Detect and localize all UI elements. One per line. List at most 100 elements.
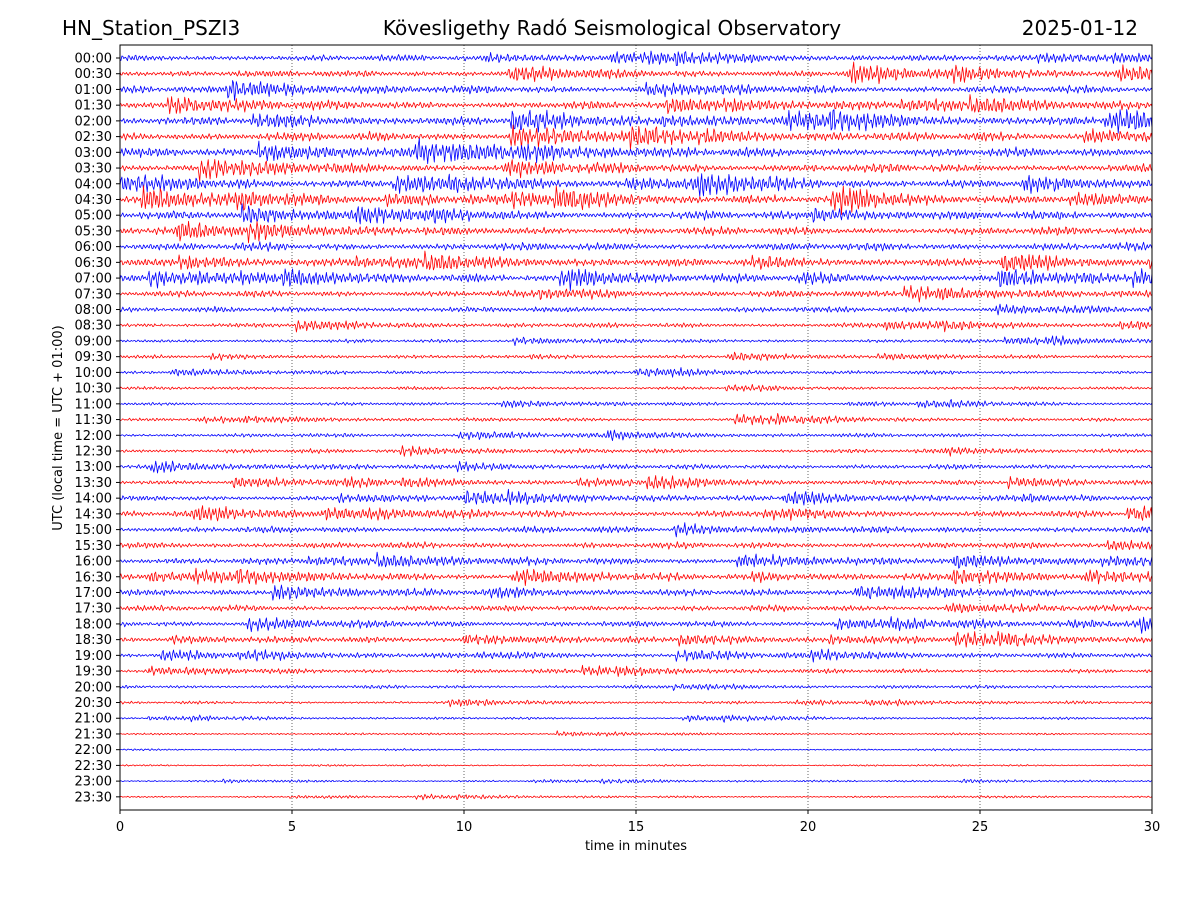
trace-23:30 <box>119 793 1153 801</box>
y-tick-label-14:30: 14:30 <box>75 507 112 522</box>
trace-09:00 <box>119 335 1153 347</box>
station-name: HN_Station_PSZI3 <box>62 16 241 40</box>
y-tick-label-19:30: 19:30 <box>75 665 112 680</box>
trace-11:00 <box>119 398 1153 409</box>
y-tick-label-00:00: 00:00 <box>75 52 112 67</box>
y-tick-label-18:00: 18:00 <box>75 617 112 632</box>
trace-01:00 <box>119 80 1153 101</box>
y-tick-label-16:00: 16:00 <box>75 555 112 570</box>
trace-22:00 <box>119 748 1153 752</box>
trace-02:00 <box>120 109 1153 134</box>
trace-18:30 <box>119 630 1153 648</box>
y-tick-label-23:30: 23:30 <box>75 790 112 805</box>
trace-05:30 <box>120 220 1153 244</box>
y-tick-label-00:30: 00:30 <box>75 67 112 82</box>
y-tick-label-10:00: 10:00 <box>75 366 112 381</box>
x-tick-label-30: 30 <box>1144 820 1161 835</box>
seismic-traces <box>119 50 1153 801</box>
x-tick-label-20: 20 <box>800 820 817 835</box>
trace-18:00 <box>119 616 1153 634</box>
y-tick-label-03:30: 03:30 <box>75 162 112 177</box>
trace-16:00 <box>119 551 1153 569</box>
y-tick-label-23:00: 23:00 <box>75 775 112 790</box>
x-tick-label-5: 5 <box>288 820 296 835</box>
trace-17:30 <box>119 602 1153 614</box>
trace-02:30 <box>119 124 1153 151</box>
trace-10:00 <box>119 367 1153 378</box>
trace-10:30 <box>119 383 1153 393</box>
trace-17:00 <box>119 584 1153 601</box>
y-tick-label-12:30: 12:30 <box>75 445 112 460</box>
y-tick-label-11:00: 11:00 <box>75 397 112 412</box>
y-tick-label-20:30: 20:30 <box>75 696 112 711</box>
trace-07:30 <box>119 284 1153 303</box>
trace-14:30 <box>119 505 1153 522</box>
y-tick-label-22:00: 22:00 <box>75 743 112 758</box>
y-tick-label-08:30: 08:30 <box>75 319 112 334</box>
y-axis-label: UTC (local time = UTC + 01:00) <box>51 325 66 530</box>
trace-07:00 <box>119 268 1153 292</box>
trace-04:30 <box>119 185 1153 216</box>
y-tick-label-07:00: 07:00 <box>75 272 112 287</box>
trace-00:30 <box>119 61 1153 85</box>
y-tick-label-15:00: 15:00 <box>75 523 112 538</box>
y-tick-label-09:30: 09:30 <box>75 350 112 365</box>
y-tick-labels: 00:0000:3001:0001:3002:0002:3003:0003:30… <box>75 52 120 805</box>
y-tick-label-19:00: 19:00 <box>75 649 112 664</box>
y-tick-label-13:30: 13:30 <box>75 476 112 491</box>
x-tick-label-15: 15 <box>628 820 645 835</box>
trace-22:30 <box>119 764 1153 767</box>
trace-01:30 <box>119 94 1153 115</box>
grid-lines <box>291 45 981 810</box>
trace-21:30 <box>119 730 1153 737</box>
x-ticks: 0 5 10 15 20 25 30 <box>116 810 1160 835</box>
y-tick-label-06:30: 06:30 <box>75 256 112 271</box>
y-tick-label-07:30: 07:30 <box>75 287 112 302</box>
y-tick-label-16:30: 16:30 <box>75 570 112 585</box>
trace-08:30 <box>119 320 1153 333</box>
y-tick-label-17:30: 17:30 <box>75 602 112 617</box>
y-tick-label-04:30: 04:30 <box>75 193 112 208</box>
trace-00:00 <box>119 50 1153 66</box>
y-tick-label-05:30: 05:30 <box>75 224 112 239</box>
y-tick-label-01:00: 01:00 <box>75 83 112 98</box>
y-tick-label-09:00: 09:00 <box>75 334 112 349</box>
y-tick-label-13:00: 13:00 <box>75 460 112 475</box>
trace-06:00 <box>119 241 1153 252</box>
trace-16:30 <box>119 567 1153 586</box>
trace-20:00 <box>119 683 1153 691</box>
y-tick-label-11:30: 11:30 <box>75 413 112 428</box>
x-axis-label: time in minutes <box>585 839 687 854</box>
y-tick-label-01:30: 01:30 <box>75 99 112 114</box>
y-tick-label-18:30: 18:30 <box>75 633 112 648</box>
y-tick-label-20:00: 20:00 <box>75 680 112 695</box>
trace-05:00 <box>119 203 1153 225</box>
trace-23:00 <box>119 778 1153 785</box>
y-tick-label-02:30: 02:30 <box>75 130 112 145</box>
y-tick-label-21:00: 21:00 <box>75 712 112 727</box>
y-tick-label-08:00: 08:00 <box>75 303 112 318</box>
y-tick-label-03:00: 03:00 <box>75 146 112 161</box>
x-tick-label-25: 25 <box>972 820 989 835</box>
trace-13:00 <box>119 460 1153 474</box>
trace-03:00 <box>119 138 1153 165</box>
y-tick-label-05:00: 05:00 <box>75 209 112 224</box>
trace-08:00 <box>119 303 1153 316</box>
trace-14:00 <box>119 488 1153 506</box>
trace-13:30 <box>119 475 1153 490</box>
trace-12:30 <box>119 445 1153 457</box>
y-tick-label-12:00: 12:00 <box>75 429 112 444</box>
trace-12:00 <box>119 429 1153 442</box>
trace-19:30 <box>119 664 1153 677</box>
trace-21:00 <box>119 714 1153 723</box>
trace-15:30 <box>119 539 1153 551</box>
trace-09:30 <box>119 351 1153 361</box>
trace-03:30 <box>119 158 1153 183</box>
y-tick-label-02:00: 02:00 <box>75 114 112 129</box>
trace-15:00 <box>119 522 1153 538</box>
x-tick-label-0: 0 <box>116 820 124 835</box>
trace-20:30 <box>119 698 1153 708</box>
y-tick-label-06:00: 06:00 <box>75 240 112 255</box>
trace-04:00 <box>119 173 1153 197</box>
trace-06:30 <box>119 250 1153 272</box>
